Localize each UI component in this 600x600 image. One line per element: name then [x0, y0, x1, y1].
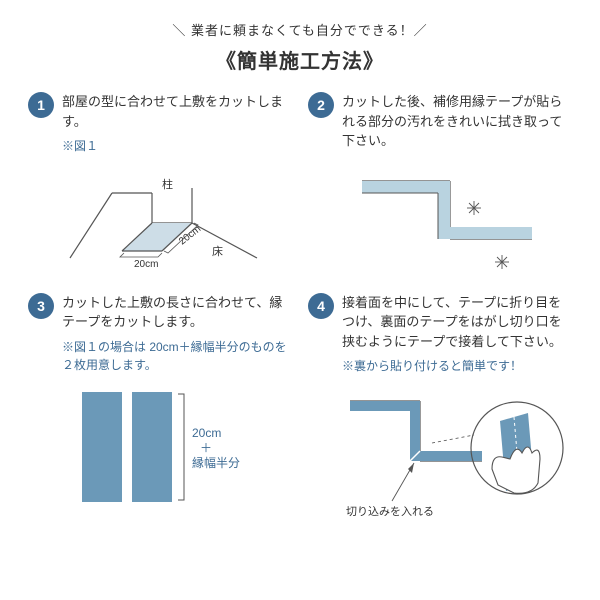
step-3-note: ※図１の場合は 20cm＋縁幅半分のものを２枚用意します。	[62, 338, 288, 374]
fig3-dim-line2: ＋	[200, 441, 212, 455]
step-2-text: カットした後、補修用縁テープが貼られる部分の汚れをきれいに拭き取って下さい。	[342, 92, 572, 151]
step-4: 4 接着面を中にして、テープに折り目をつけ、裏面のテープをはがし切り口を挟むよう…	[308, 293, 572, 524]
step-1-text: 部屋の型に合わせて上敷をカットします。	[62, 92, 288, 131]
fig1-pillar-label: 柱	[162, 177, 173, 191]
fig4-cut-label: 切り込みを入れる	[346, 505, 434, 518]
steps-grid: 1 部屋の型に合わせて上敷をカットします。 ※図１	[28, 92, 572, 523]
step-3-badge: 3	[28, 293, 54, 319]
subtitle: ＼ 業者に頼まなくても自分でできる！／	[28, 20, 572, 39]
step-4-figure: 切り込みを入れる	[342, 383, 572, 523]
header: ＼ 業者に頼まなくても自分でできる！／ 《簡単施工方法》	[28, 20, 572, 74]
step-3: 3 カットした上敷の長さに合わせて、縁テープをカットします。 ※図１の場合は 2…	[28, 293, 288, 524]
fig1-dim-1: 20cm	[134, 259, 158, 270]
title: 《簡単施工方法》	[28, 45, 572, 74]
step-4-note: ※裏から貼り付けると簡単です！	[342, 357, 572, 375]
step-1-note: ※図１	[62, 137, 288, 155]
fig3-dim-line1: 20cm	[192, 426, 221, 440]
step-4-badge: 4	[308, 293, 334, 319]
step-2-figure	[342, 159, 572, 279]
step-2-badge: 2	[308, 92, 334, 118]
step-1-figure: 20cm 20cm 柱 床	[62, 163, 288, 273]
step-4-text: 接着面を中にして、テープに折り目をつけ、裏面のテープをはがし切り口を挟むようにテ…	[342, 293, 572, 352]
fig1-floor-label: 床	[212, 244, 223, 258]
fig3-dim-line3: 縁幅半分	[192, 455, 240, 470]
step-2: 2 カットした後、補修用縁テープが貼られる部分の汚れをきれいに拭き取って下さい。	[308, 92, 572, 279]
step-3-figure: 20cm ＋ 縁幅半分	[62, 382, 288, 512]
step-1-badge: 1	[28, 92, 54, 118]
step-3-text: カットした上敷の長さに合わせて、縁テープをカットします。	[62, 293, 288, 332]
step-1: 1 部屋の型に合わせて上敷をカットします。 ※図１	[28, 92, 288, 279]
